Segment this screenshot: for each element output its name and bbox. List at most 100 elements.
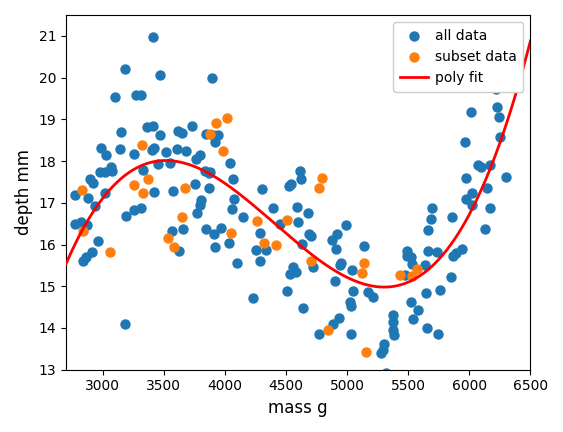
all data <box>251 246 260 253</box>
subset data <box>253 217 262 224</box>
all data <box>468 190 477 197</box>
all data <box>202 131 211 138</box>
all data <box>155 132 164 139</box>
subset data <box>222 115 231 122</box>
all data <box>166 160 175 167</box>
all data <box>388 318 397 325</box>
all data <box>71 220 80 227</box>
all data <box>467 108 476 115</box>
all data <box>131 92 140 99</box>
subset data <box>408 273 417 280</box>
all data <box>168 188 177 195</box>
all data <box>494 83 503 89</box>
all data <box>296 167 305 174</box>
all data <box>96 168 105 175</box>
all data <box>136 91 145 98</box>
all data <box>200 167 209 174</box>
all data <box>90 203 99 210</box>
subset data <box>138 142 147 149</box>
subset data <box>105 248 114 255</box>
all data <box>426 216 435 222</box>
all data <box>202 225 211 232</box>
all data <box>161 149 170 156</box>
all data <box>84 195 93 202</box>
all data <box>211 139 220 146</box>
poly fit <box>444 246 451 251</box>
subset data <box>78 227 87 234</box>
all data <box>229 175 238 182</box>
all data <box>413 307 422 314</box>
Legend: all data, subset data, poly fit: all data, subset data, poly fit <box>393 22 524 92</box>
all data <box>93 238 102 245</box>
all data <box>359 242 368 249</box>
all data <box>298 241 307 248</box>
all data <box>196 152 205 159</box>
all data <box>461 138 470 145</box>
all data <box>239 214 248 221</box>
all data <box>248 294 257 301</box>
all data <box>501 24 510 31</box>
all data <box>482 185 491 192</box>
all data <box>285 183 294 190</box>
subset data <box>144 175 153 182</box>
all data <box>481 226 490 233</box>
all data <box>77 218 86 225</box>
all data <box>193 210 202 216</box>
all data <box>138 167 148 174</box>
all data <box>491 85 500 92</box>
all data <box>205 169 214 176</box>
all data <box>178 225 187 232</box>
subset data <box>181 185 190 192</box>
subset data <box>129 181 138 188</box>
all data <box>494 114 503 121</box>
subset data <box>307 257 316 264</box>
subset data <box>413 265 422 272</box>
subset data <box>227 230 236 237</box>
all data <box>379 340 388 347</box>
all data <box>346 331 355 338</box>
poly fit <box>527 38 534 43</box>
all data <box>100 168 109 175</box>
poly fit <box>339 273 346 278</box>
X-axis label: mass g: mass g <box>269 399 328 417</box>
all data <box>435 287 444 294</box>
all data <box>467 201 476 208</box>
all data <box>155 72 164 79</box>
subset data <box>218 147 227 154</box>
all data <box>149 33 158 40</box>
all data <box>369 294 378 301</box>
all data <box>213 131 222 138</box>
all data <box>292 268 301 275</box>
all data <box>303 209 312 216</box>
all data <box>173 128 182 135</box>
all data <box>122 212 131 219</box>
all data <box>485 204 494 211</box>
all data <box>275 221 284 228</box>
all data <box>458 245 467 252</box>
subset data <box>396 272 405 279</box>
all data <box>363 289 372 295</box>
all data <box>216 224 225 231</box>
all data <box>377 349 386 356</box>
all data <box>446 273 455 280</box>
all data <box>82 254 91 260</box>
all data <box>191 156 200 162</box>
all data <box>449 252 458 259</box>
all data <box>261 247 270 254</box>
all data <box>448 213 457 220</box>
all data <box>331 246 340 253</box>
all data <box>225 240 234 247</box>
all data <box>407 299 416 306</box>
all data <box>308 264 317 271</box>
all data <box>172 145 181 152</box>
all data <box>154 161 163 168</box>
all data <box>174 248 183 255</box>
all data <box>88 179 97 186</box>
all data <box>100 189 109 196</box>
all data <box>230 196 239 203</box>
all data <box>335 314 344 321</box>
subset data <box>357 270 366 276</box>
all data <box>292 203 301 210</box>
all data <box>427 205 436 212</box>
all data <box>210 230 219 237</box>
